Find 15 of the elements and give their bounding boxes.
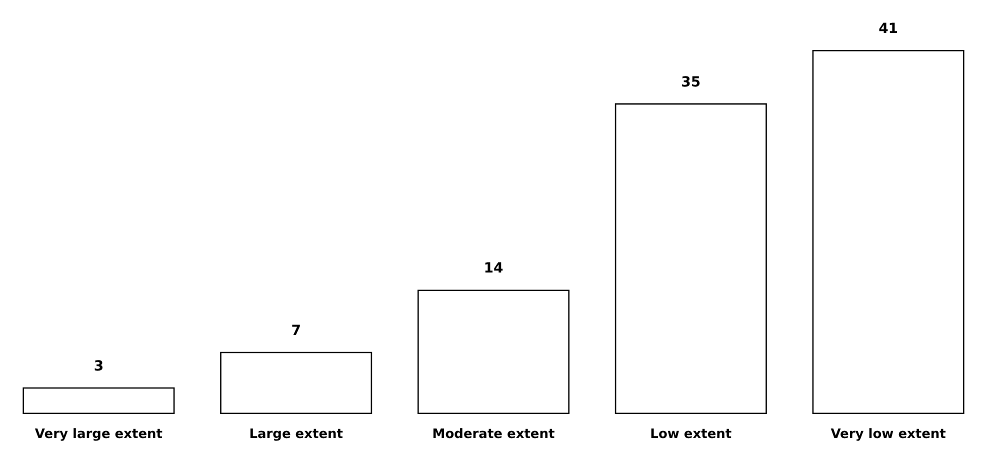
data-label: 3 <box>94 358 104 374</box>
bar <box>220 352 372 414</box>
data-label: 14 <box>484 260 504 277</box>
x-tick-label: Low extent <box>650 427 732 442</box>
x-tick-label: Very large extent <box>34 427 162 442</box>
x-tick-label: Large extent <box>249 427 344 442</box>
bar <box>418 290 570 414</box>
bar <box>812 50 964 414</box>
data-label: 41 <box>878 21 898 37</box>
data-label: 35 <box>681 74 701 90</box>
bar <box>614 103 767 414</box>
data-label: 7 <box>291 322 301 339</box>
x-tick-label: Very low extent <box>830 427 946 442</box>
bar <box>22 387 175 414</box>
x-tick-label: Moderate extent <box>432 427 555 442</box>
